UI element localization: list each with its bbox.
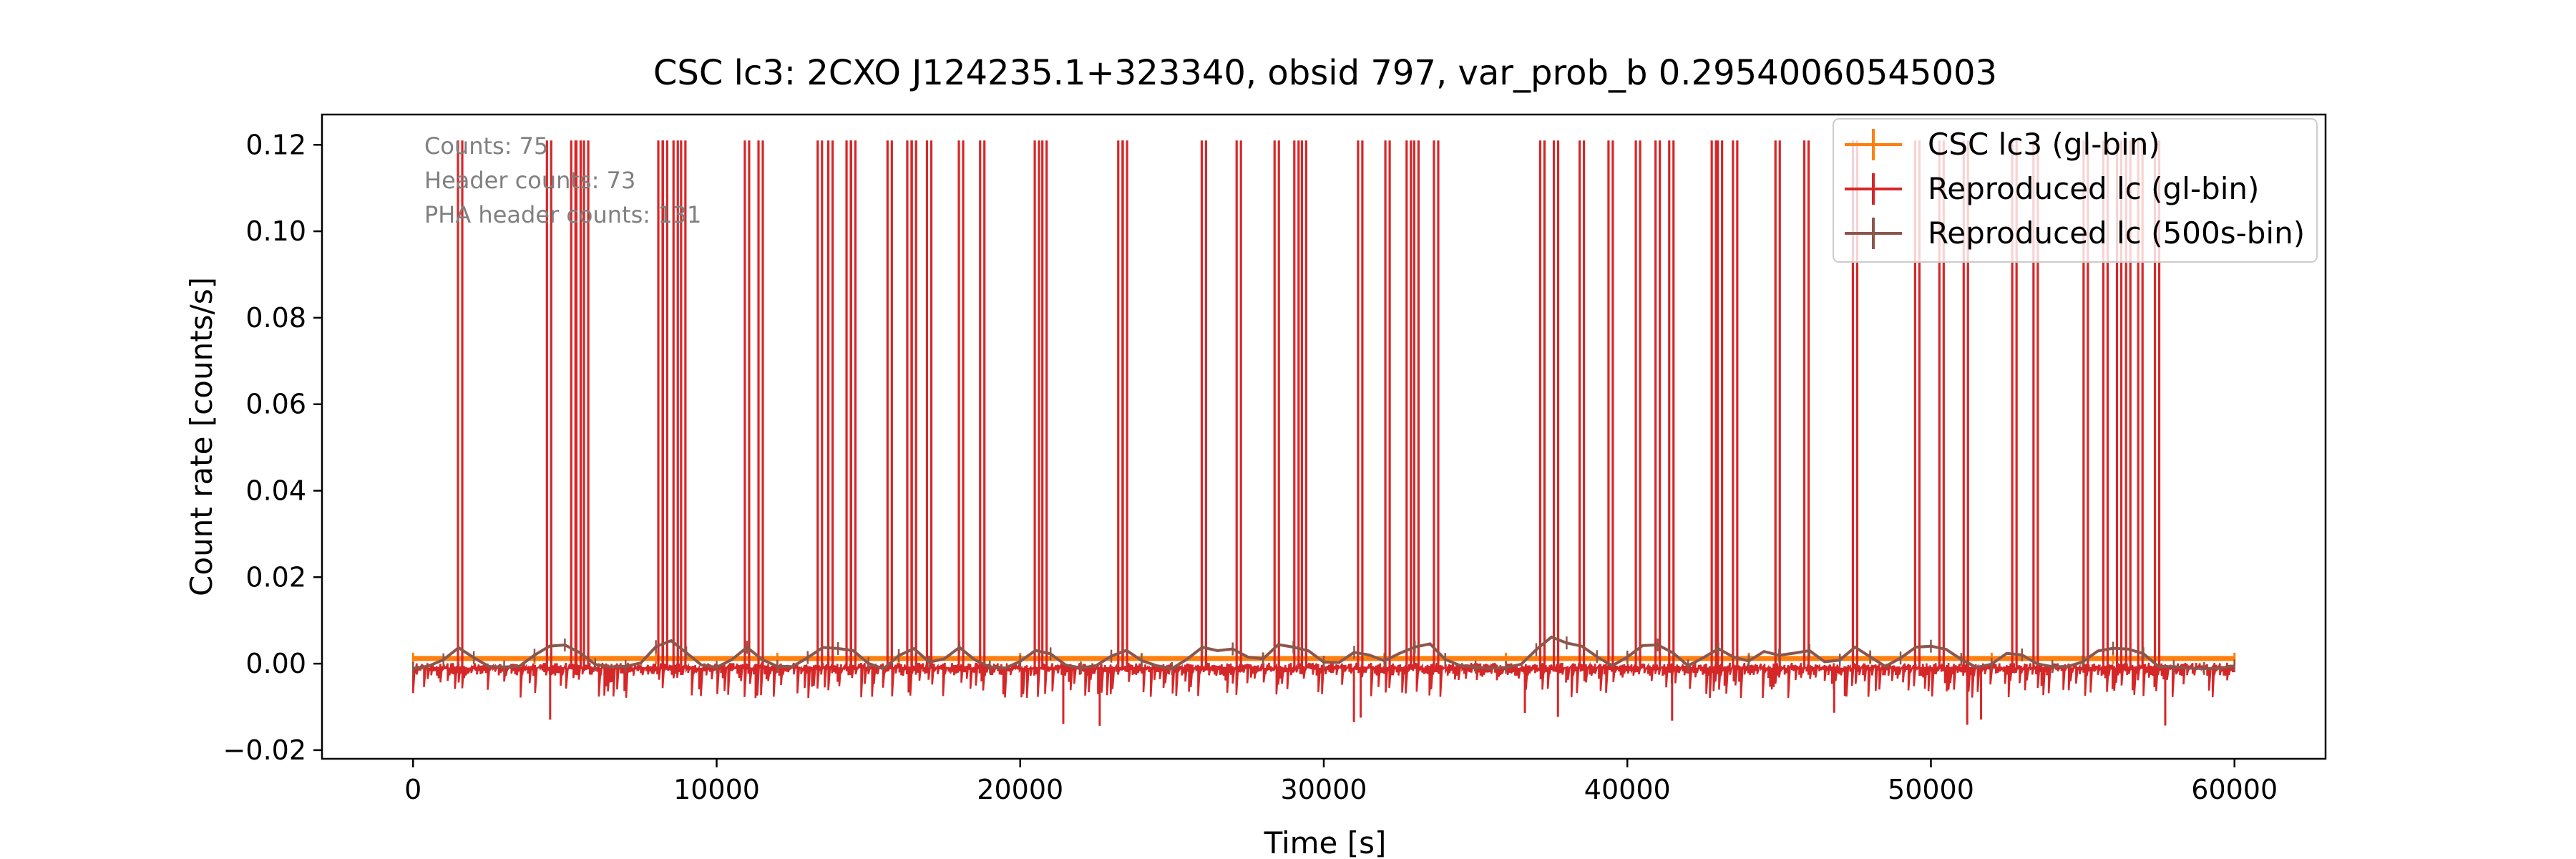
y-tick-label: 0.02 [245,561,306,593]
legend-entry-reproduced-gl-bin: Reproduced lc (gl-bin) [1845,171,2259,206]
annotation-header-counts: Header counts: 73 [424,167,635,194]
x-tick-label: 60000 [2191,774,2278,805]
y-tick-label: 0.12 [245,129,306,160]
legend: CSC lc3 (gl-bin) Reproduced lc (gl-bin) … [1833,118,2318,263]
legend-entry-reproduced-500s-bin: Reproduced lc (500s-bin) [1845,215,2305,251]
y-tick-label: 0.00 [245,648,306,679]
y-tick-label: 0.08 [245,302,306,334]
x-tick-label: 0 [404,774,421,805]
legend-label-csc-lc3: CSC lc3 (gl-bin) [1928,127,2160,162]
legend-label-reproduced-500s-bin: Reproduced lc (500s-bin) [1928,215,2305,251]
y-tick-label: −0.02 [223,734,306,766]
legend-entry-csc-lc3: CSC lc3 (gl-bin) [1845,127,2160,162]
chart-title: CSC lc3: 2CXO J124235.1+323340, obsid 79… [653,53,1997,93]
y-axis: −0.02 0.00 0.02 0.04 0.06 0.08 0.10 0.12 [223,129,322,766]
y-axis-title: Count rate [counts/s] [184,277,219,596]
x-tick-label: 50000 [1888,774,1974,805]
legend-label-reproduced-gl-bin: Reproduced lc (gl-bin) [1928,171,2259,206]
annotation-pha-header-counts: PHA header counts: 131 [424,201,701,228]
y-tick-label: 0.06 [245,389,306,420]
annotation-counts: Counts: 75 [424,132,548,160]
x-tick-label: 10000 [673,774,760,805]
x-axis-title: Time [s] [1264,825,1387,859]
x-tick-label: 40000 [1584,774,1671,805]
legend-box [1833,118,2318,263]
y-tick-label: 0.10 [245,215,306,247]
x-tick-label: 30000 [1281,774,1367,805]
annotations: Counts: 75 Header counts: 73 PHA header … [424,132,701,228]
y-tick-label: 0.04 [245,475,306,507]
x-tick-label: 20000 [977,774,1063,805]
x-axis: 0 10000 20000 30000 40000 50000 60000 [404,759,2278,805]
series-reproduced-500s-bin [412,635,2235,676]
